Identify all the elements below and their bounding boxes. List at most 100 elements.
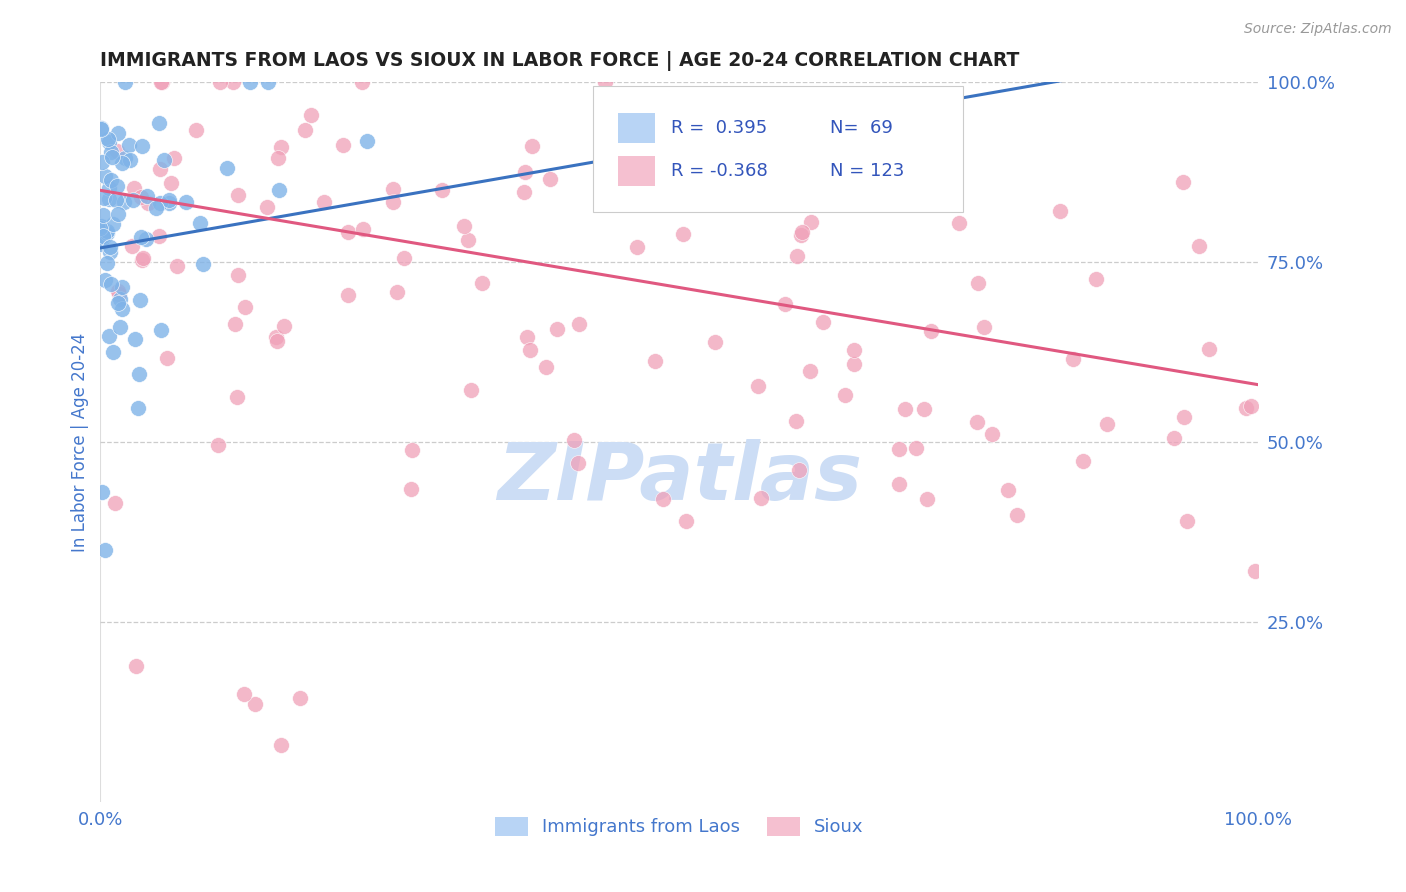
Point — [111, 155, 134, 169]
Point — [516, 330, 538, 344]
Point — [352, 75, 374, 89]
Point — [160, 177, 183, 191]
Point — [876, 180, 898, 194]
Point — [107, 127, 129, 141]
Point — [94, 169, 117, 184]
Point — [157, 193, 180, 207]
Point — [1173, 410, 1195, 425]
Point — [621, 122, 644, 136]
Text: N=  69: N= 69 — [830, 119, 893, 136]
Point — [981, 426, 1004, 441]
Point — [337, 225, 360, 239]
Point — [96, 224, 118, 238]
Point — [91, 229, 114, 244]
Point — [749, 491, 772, 505]
Point — [107, 296, 129, 310]
Point — [568, 317, 591, 331]
Point — [101, 217, 124, 231]
Point — [100, 277, 122, 291]
Point — [136, 189, 159, 203]
Point — [453, 219, 475, 234]
Point — [1085, 272, 1108, 286]
Point — [90, 236, 112, 251]
Point — [224, 318, 246, 332]
Point — [226, 268, 249, 283]
Point — [904, 441, 927, 455]
Point — [266, 334, 288, 349]
Point — [94, 543, 117, 558]
Point — [118, 137, 141, 152]
Point — [96, 256, 118, 270]
Point — [97, 135, 120, 149]
Bar — [619, 156, 655, 186]
Point — [157, 196, 180, 211]
Point — [176, 194, 198, 209]
Point — [129, 229, 152, 244]
Point — [233, 301, 256, 315]
Point — [912, 401, 935, 416]
Point — [392, 252, 415, 266]
Point — [266, 329, 288, 343]
Point — [104, 496, 127, 510]
Point — [221, 75, 243, 89]
Point — [114, 152, 136, 166]
Point — [152, 75, 174, 89]
Bar — [619, 112, 655, 143]
Point — [97, 192, 120, 206]
Point — [852, 183, 875, 197]
Point — [401, 443, 423, 458]
Point — [538, 172, 561, 186]
Point — [129, 293, 152, 308]
Point — [101, 150, 124, 164]
Point — [1244, 564, 1267, 578]
Point — [105, 179, 128, 194]
Point — [817, 94, 839, 108]
Point — [121, 239, 143, 253]
Point — [163, 151, 186, 165]
Point — [131, 139, 153, 153]
Point — [1073, 454, 1095, 468]
Point — [108, 320, 131, 334]
Point — [107, 207, 129, 221]
Point — [149, 162, 172, 177]
Point — [97, 132, 120, 146]
Point — [799, 364, 821, 378]
Point — [107, 285, 129, 299]
Point — [966, 415, 988, 429]
Point — [193, 257, 215, 271]
Point — [768, 173, 790, 187]
Point — [332, 138, 354, 153]
Point — [148, 116, 170, 130]
Text: R =  0.395: R = 0.395 — [671, 119, 768, 136]
Point — [111, 280, 134, 294]
Point — [813, 314, 835, 328]
Point — [233, 687, 256, 701]
Point — [188, 216, 211, 230]
Point — [153, 153, 176, 168]
Point — [790, 225, 813, 239]
Point — [1005, 508, 1028, 522]
Point — [98, 240, 121, 254]
Point — [616, 151, 638, 165]
Point — [290, 691, 312, 706]
Text: N = 123: N = 123 — [830, 161, 904, 180]
Point — [91, 208, 114, 222]
Point — [294, 123, 316, 137]
Point — [122, 193, 145, 207]
Point — [267, 151, 290, 165]
Point — [90, 219, 112, 233]
Point — [1236, 401, 1258, 415]
Point — [652, 492, 675, 507]
Point — [100, 145, 122, 159]
Point — [920, 324, 942, 338]
Point — [98, 329, 121, 343]
Point — [270, 738, 292, 752]
Point — [430, 183, 453, 197]
Point — [135, 232, 157, 246]
Point — [217, 161, 239, 175]
Point — [114, 75, 136, 89]
Point — [1240, 399, 1263, 413]
Point — [105, 144, 128, 158]
Point — [457, 233, 479, 247]
Point — [787, 463, 810, 477]
